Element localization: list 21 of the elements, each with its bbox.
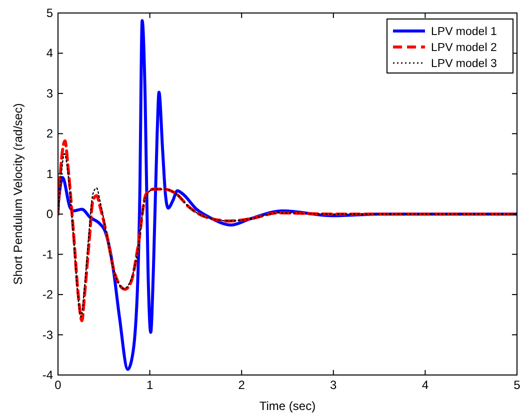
x-tick-label: 2	[238, 378, 246, 392]
y-tick-label: -1	[42, 247, 54, 262]
x-tick-label: 0	[54, 378, 62, 392]
y-tick-label: 4	[46, 46, 54, 60]
y-axis-title: Short Pendulum Velocity (rad/sec)	[11, 103, 25, 285]
x-axis-title: Time (sec)	[259, 399, 316, 413]
y-tick-label: 3	[46, 86, 54, 100]
x-tick-label: 1	[146, 378, 154, 392]
legend-label: LPV model 1	[431, 26, 497, 38]
y-tick-label: 0	[46, 207, 54, 222]
y-tick-label: 1	[46, 166, 54, 181]
y-tick-label: -3	[42, 328, 54, 342]
legend-label: LPV model 2	[431, 42, 497, 54]
y-tick-label: -4	[42, 368, 54, 382]
y-tick-label: -2	[42, 288, 54, 302]
y-tick-label: 5	[46, 6, 54, 20]
x-tick-label: 3	[330, 378, 338, 392]
x-tick-label: 5	[514, 378, 520, 392]
x-tick-label: 4	[422, 378, 429, 392]
legend-label: LPV model 3	[431, 58, 497, 70]
y-tick-label: 2	[46, 126, 54, 141]
